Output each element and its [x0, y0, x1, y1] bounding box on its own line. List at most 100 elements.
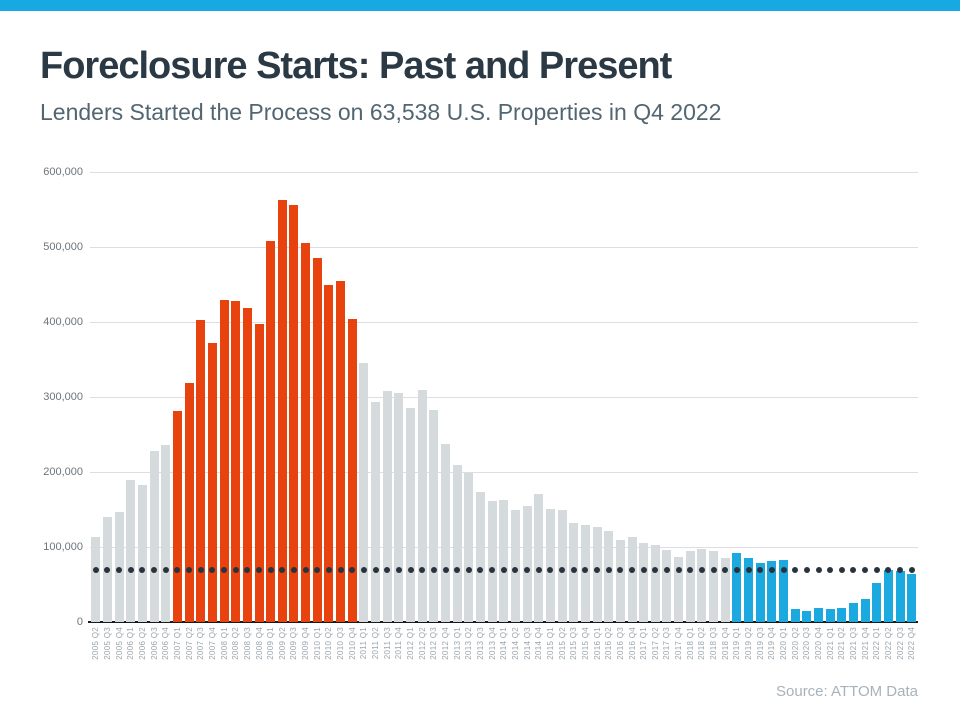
- bar-slot: [813, 172, 825, 622]
- reference-line-dot: [582, 567, 589, 574]
- bar-slot: [160, 172, 172, 622]
- bar-slot: [556, 172, 568, 622]
- reference-line-dot: [127, 567, 134, 574]
- reference-line-dot: [594, 567, 601, 574]
- x-axis-line: [88, 621, 918, 623]
- x-axis-label: 2020 Q1: [779, 627, 789, 660]
- bar-slot: [230, 172, 242, 622]
- bar-2018-q4: [720, 557, 730, 622]
- bar-2007-q1: [172, 411, 182, 622]
- bar-2018-q1: [685, 550, 695, 622]
- reference-line-dot: [465, 567, 472, 574]
- bar-slot: [346, 172, 358, 622]
- bar-slot: [766, 172, 778, 622]
- bar-2016-q3: [615, 539, 625, 622]
- bar-slot: [894, 172, 906, 622]
- reference-line-dot: [279, 567, 286, 574]
- bar-2022-q2: [883, 570, 893, 622]
- bar-2018-q2: [697, 548, 707, 622]
- bar-2019-q3: [755, 562, 765, 622]
- bar-2017-q1: [639, 542, 649, 622]
- gridline: [90, 322, 918, 323]
- reference-line-dot: [570, 567, 577, 574]
- reference-line-dot: [349, 567, 356, 574]
- bar-2009-q1: [266, 241, 276, 622]
- x-axis-label: 2008 Q1: [219, 627, 229, 660]
- x-axis-label: 2007 Q1: [172, 627, 182, 660]
- reference-line-dot: [384, 567, 391, 574]
- x-axis-label: 2011 Q1: [359, 627, 369, 660]
- x-axis-label: 2011 Q3: [382, 627, 392, 660]
- reference-line-dot: [139, 567, 146, 574]
- x-axis-label: 2013 Q4: [487, 627, 497, 660]
- bar-2017-q3: [662, 550, 672, 622]
- x-axis-label: 2020 Q4: [814, 627, 824, 660]
- bar-slot: [883, 172, 895, 622]
- reference-line-dot: [733, 567, 740, 574]
- x-axis-label: 2009 Q4: [301, 627, 311, 660]
- page-title: Foreclosure Starts: Past and Present: [40, 45, 672, 87]
- y-axis-label: 500,000: [43, 241, 83, 253]
- y-axis-label: 0: [76, 616, 83, 628]
- x-axis-label: 2012 Q3: [429, 627, 439, 660]
- x-axis-label: 2008 Q2: [231, 627, 241, 660]
- reference-line-dot: [897, 567, 904, 574]
- reference-line-dot: [652, 567, 659, 574]
- reference-line-dot: [116, 567, 123, 574]
- bar-slot: [650, 172, 662, 622]
- x-axis-label: 2007 Q3: [196, 627, 206, 660]
- bar-2008-q4: [254, 324, 264, 622]
- x-axis-label: 2018 Q3: [709, 627, 719, 660]
- x-axis-label: 2022 Q2: [883, 627, 893, 660]
- reference-line-dot: [454, 567, 461, 574]
- bar-slot: [440, 172, 452, 622]
- bar-slot: [277, 172, 289, 622]
- x-axis-label: 2016 Q1: [592, 627, 602, 660]
- bar-2009-q3: [289, 205, 299, 622]
- x-axis-label: 2006 Q2: [137, 627, 147, 660]
- reference-line-dot: [873, 567, 880, 574]
- bar-2012-q4: [441, 443, 451, 622]
- reference-line-dot: [698, 567, 705, 574]
- bar-slot: [615, 172, 627, 622]
- bar-2010-q1: [312, 258, 322, 622]
- reference-line-dot: [197, 567, 204, 574]
- reference-line-dot: [908, 567, 915, 574]
- bar-slot: [463, 172, 475, 622]
- bar-slot: [370, 172, 382, 622]
- bar-2013-q4: [487, 500, 497, 622]
- bar-slot: [148, 172, 160, 622]
- reference-line-dot: [302, 567, 309, 574]
- x-axis-label: 2005 Q3: [102, 627, 112, 660]
- bar-2005-q4: [114, 511, 124, 622]
- reference-line-dot: [104, 567, 111, 574]
- x-axis-label: 2010 Q1: [312, 627, 322, 660]
- bar-2021-q3: [848, 602, 858, 622]
- x-axis-label: 2009 Q2: [277, 627, 287, 660]
- x-axis-label: 2015 Q1: [545, 627, 555, 660]
- x-axis-label: 2016 Q3: [615, 627, 625, 660]
- bar-2020-q3: [802, 610, 812, 622]
- reference-line-dot: [792, 567, 799, 574]
- reference-line-dot: [629, 567, 636, 574]
- x-axis-label: 2006 Q3: [149, 627, 159, 660]
- x-axis-label: 2009 Q3: [289, 627, 299, 660]
- bar-slot: [90, 172, 102, 622]
- x-axis-label: 2010 Q3: [336, 627, 346, 660]
- y-axis-label: 200,000: [43, 466, 83, 478]
- bar-slot: [218, 172, 230, 622]
- bars-container: [90, 172, 918, 622]
- x-axis-labels: 2005 Q2 2005 Q3 2005 Q4 2006 Q1 2006 Q2 2006 …: [90, 627, 918, 675]
- bar-2020-q1: [779, 559, 789, 622]
- bar-2011-q3: [382, 391, 392, 622]
- x-axis-label: 2019 Q3: [755, 627, 765, 660]
- bar-2014-q3: [522, 505, 532, 622]
- bar-slot: [102, 172, 114, 622]
- reference-line-dot: [477, 567, 484, 574]
- reference-line-dot: [827, 567, 834, 574]
- x-axis-label: 2007 Q2: [184, 627, 194, 660]
- bar-2019-q4: [767, 561, 777, 622]
- reference-line-dot: [174, 567, 181, 574]
- bar-slot: [848, 172, 860, 622]
- reference-line-dot: [512, 567, 519, 574]
